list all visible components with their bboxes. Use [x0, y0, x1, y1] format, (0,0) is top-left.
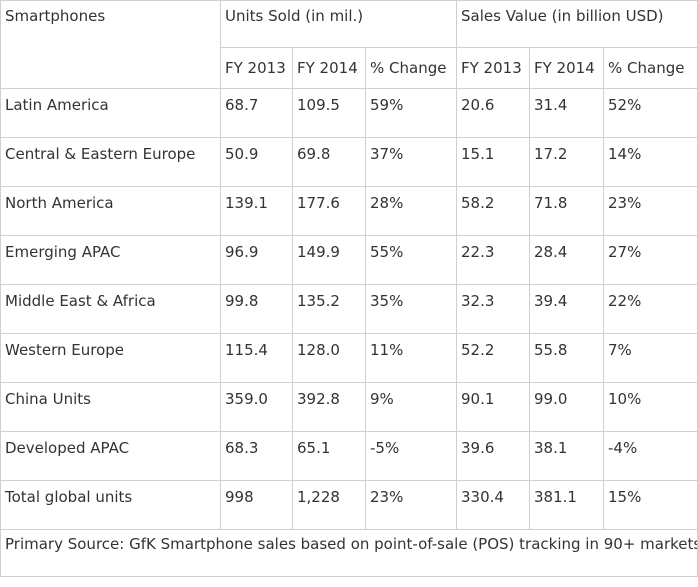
value-cell: 23%	[365, 480, 457, 530]
value-cell: 32.3	[456, 284, 530, 334]
value-cell: 68.3	[220, 431, 293, 481]
region-cell: Central & Eastern Europe	[0, 137, 221, 187]
value-cell: 109.5	[292, 88, 366, 138]
value-cell: 99.8	[220, 284, 293, 334]
value-cell: 177.6	[292, 186, 366, 236]
value-cell: 22%	[603, 284, 698, 334]
region-cell: North America	[0, 186, 221, 236]
footer-row: Primary Source: GfK Smartphone sales bas…	[0, 529, 698, 577]
table-row: Middle East & Africa 99.8 135.2 35% 32.3 39.4…	[0, 284, 698, 334]
corner-header: Smartphones	[0, 0, 221, 89]
value-cell: 135.2	[292, 284, 366, 334]
value-cell: 28.4	[529, 235, 604, 285]
value-cell: 10%	[603, 382, 698, 432]
value-cell: 1,228	[292, 480, 366, 530]
table-body: Latin America 68.7 109.5 59% 20.6 31.4 52% Cent…	[0, 88, 698, 530]
sub-header-row: FY 2013 FY 2014 % Change FY 2013 FY 2014…	[1, 47, 698, 89]
value-cell: 128.0	[292, 333, 366, 383]
value-cell: 330.4	[456, 480, 530, 530]
value-cell: 96.9	[220, 235, 293, 285]
value-cell: 381.1	[529, 480, 604, 530]
value-cell: 39.4	[529, 284, 604, 334]
value-cell: 149.9	[292, 235, 366, 285]
value-cell: -5%	[365, 431, 457, 481]
sub-header-cell: % Change	[603, 47, 698, 89]
value-cell: 15.1	[456, 137, 530, 187]
region-cell: Middle East & Africa	[0, 284, 221, 334]
group-header-units: Units Sold (in mil.)	[220, 0, 457, 48]
region-cell: Emerging APAC	[0, 235, 221, 285]
value-cell: 38.1	[529, 431, 604, 481]
value-cell: 7%	[603, 333, 698, 383]
value-cell: 39.6	[456, 431, 530, 481]
value-cell: 65.1	[292, 431, 366, 481]
table-row: Emerging APAC 96.9 149.9 55% 22.3 28.4 27%	[0, 235, 698, 285]
region-cell: Western Europe	[0, 333, 221, 383]
value-cell: 28%	[365, 186, 457, 236]
value-cell: 392.8	[292, 382, 366, 432]
table-row: Total global units 998 1,228 23% 330.4 381.1 1…	[0, 480, 698, 530]
region-cell: Total global units	[0, 480, 221, 530]
table-row: Western Europe 115.4 128.0 11% 52.2 55.8 7%	[0, 333, 698, 383]
value-cell: 55%	[365, 235, 457, 285]
table-row: Central & Eastern Europe 50.9 69.8 37% 15.1 1…	[0, 137, 698, 187]
value-cell: 90.1	[456, 382, 530, 432]
value-cell: 11%	[365, 333, 457, 383]
value-cell: 27%	[603, 235, 698, 285]
table-row: China Units 359.0 392.8 9% 90.1 99.0 10%	[0, 382, 698, 432]
table-row: Developed APAC 68.3 65.1 -5% 39.6 38.1 -4%	[0, 431, 698, 481]
sub-header-cell: FY 2014	[292, 47, 366, 89]
value-cell: 20.6	[456, 88, 530, 138]
sub-header-cell: % Change	[365, 47, 457, 89]
value-cell: 52%	[603, 88, 698, 138]
region-cell: Latin America	[0, 88, 221, 138]
value-cell: 58.2	[456, 186, 530, 236]
value-cell: 55.8	[529, 333, 604, 383]
value-cell: 15%	[603, 480, 698, 530]
table-row: North America 139.1 177.6 28% 58.2 71.8 23%	[0, 186, 698, 236]
value-cell: 69.8	[292, 137, 366, 187]
group-header-row: Smartphones Units Sold (in mil.) Sales V…	[0, 0, 698, 89]
value-cell: 22.3	[456, 235, 530, 285]
value-cell: 35%	[365, 284, 457, 334]
value-cell: 998	[220, 480, 293, 530]
source-note: Primary Source: GfK Smartphone sales bas…	[0, 529, 698, 577]
value-cell: 71.8	[529, 186, 604, 236]
value-cell: 59%	[365, 88, 457, 138]
table-row: Latin America 68.7 109.5 59% 20.6 31.4 52%	[0, 88, 698, 138]
value-cell: -4%	[603, 431, 698, 481]
value-cell: 14%	[603, 137, 698, 187]
value-cell: 31.4	[529, 88, 604, 138]
value-cell: 9%	[365, 382, 457, 432]
value-cell: 99.0	[529, 382, 604, 432]
value-cell: 359.0	[220, 382, 293, 432]
value-cell: 115.4	[220, 333, 293, 383]
value-cell: 37%	[365, 137, 457, 187]
value-cell: 68.7	[220, 88, 293, 138]
region-cell: China Units	[0, 382, 221, 432]
sub-header-cell: FY 2013	[456, 47, 530, 89]
value-cell: 139.1	[220, 186, 293, 236]
value-cell: 17.2	[529, 137, 604, 187]
value-cell: 52.2	[456, 333, 530, 383]
sub-header-cell: FY 2013	[220, 47, 293, 89]
sub-header-cell: FY 2014	[529, 47, 604, 89]
group-header-sales-value: Sales Value (in billion USD)	[456, 0, 698, 48]
value-cell: 23%	[603, 186, 698, 236]
value-cell: 50.9	[220, 137, 293, 187]
region-cell: Developed APAC	[0, 431, 221, 481]
